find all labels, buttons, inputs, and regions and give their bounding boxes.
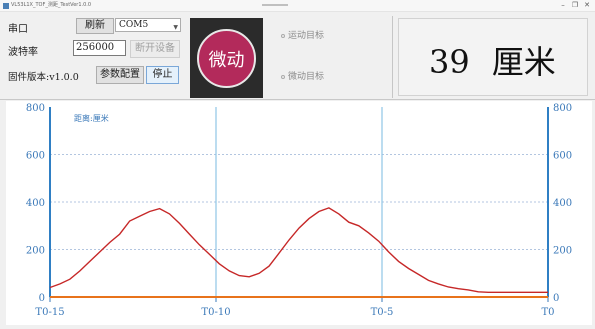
maximize-button[interactable]: ❐ [571,1,579,9]
distance-value: 39 [429,43,470,81]
port-select[interactable]: COM5 ▼ [115,18,181,32]
motion-target-indicator: 运动目标 [281,28,324,41]
motion-target-label: 运动目标 [288,31,325,41]
baud-rate-label: 波特率 [8,47,38,58]
serial-port-label: 串口 [8,24,28,35]
micro-target-label: 微动目标 [288,72,325,82]
disconnect-button[interactable]: 断开设备 [130,40,180,58]
params-config-button[interactable]: 参数配置 [96,66,144,84]
indicator-dot [281,74,285,79]
distance-unit: 厘米 [491,43,556,81]
baud-rate-input[interactable]: 256000 [73,40,126,56]
indicator-dot [281,33,285,38]
y-tick-label-right: 0 [553,293,559,304]
distance-chart: 0 0 200 200 400 400 600 600 800 800 T0-15 T0-10 T0-5… [6,101,592,325]
y-tick-label-right: 600 [553,151,572,162]
port-select-value: COM5 [119,20,149,30]
distance-readout-panel: 39 厘米 [398,18,588,96]
micro-motion-badge: 微动 [197,29,256,88]
close-button[interactable]: ✕ [584,1,590,9]
window-title: VL53L1X_TOF_测距_TestVer1.0.0 [11,2,92,8]
minimize-button[interactable]: – [561,1,565,9]
app-icon [3,3,9,9]
x-tick-label: T0 [541,307,554,318]
titlebar-accent [262,4,288,6]
panel-divider [392,16,393,98]
y-tick-label-left: 600 [26,151,45,162]
stop-button[interactable]: 停止 [146,66,179,84]
y-tick-label-right: 400 [553,198,572,209]
chart-legend: 距离:厘米 [74,113,109,123]
y-tick-label-right: 200 [553,246,572,257]
distance-readout: 39 厘米 [429,37,578,83]
x-tick-label: T0-5 [371,307,394,318]
x-tick-label: T0-15 [35,307,64,318]
y-tick-label-right: 800 [553,103,572,114]
distance-chart-svg: 0 0 200 200 400 400 600 600 800 800 T0-15 T0-10 T0-5… [26,103,572,318]
chevron-down-icon: ▼ [173,24,178,31]
firmware-version-label: 固件版本:v1.0.0 [8,72,79,83]
y-tick-label-left: 800 [26,103,45,114]
window-titlebar: VL53L1X_TOF_测距_TestVer1.0.0 – ❐ ✕ [0,0,595,12]
section-separator [0,99,595,100]
y-tick-label-left: 0 [39,293,45,304]
refresh-button[interactable]: 刷新 [76,18,114,34]
status-indicator-panel: 微动 [190,18,263,98]
y-tick-label-left: 400 [26,198,45,209]
micro-target-indicator: 微动目标 [281,69,324,82]
x-tick-label: T0-10 [201,307,230,318]
y-tick-label-left: 200 [26,246,45,257]
distance-series-line [49,207,548,294]
